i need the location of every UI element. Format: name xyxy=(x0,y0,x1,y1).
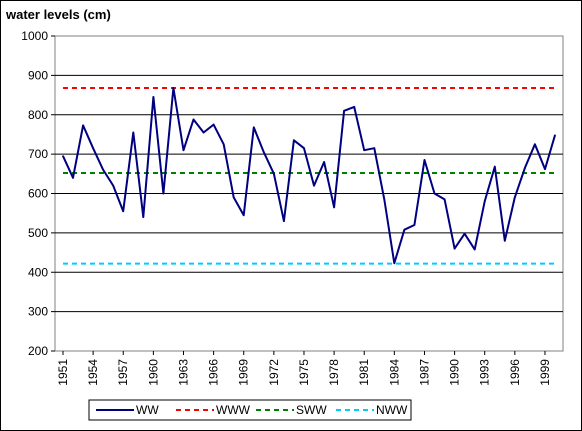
series-line-ww xyxy=(62,87,556,265)
data-point xyxy=(393,262,396,265)
y-tick-label-300: 300 xyxy=(28,305,48,319)
data-point xyxy=(273,173,275,175)
data-point xyxy=(363,149,366,151)
data-point xyxy=(554,134,556,136)
x-tick-label-1978: 1978 xyxy=(327,359,341,386)
data-point xyxy=(253,126,255,129)
x-tick-label-1960: 1960 xyxy=(146,359,160,386)
data-point xyxy=(162,192,165,195)
data-point xyxy=(152,96,155,98)
data-point xyxy=(373,147,376,149)
y-tick-label-700: 700 xyxy=(28,147,48,161)
data-point xyxy=(242,214,245,216)
data-point xyxy=(313,184,315,187)
y-tick-label-900: 900 xyxy=(28,68,48,82)
data-point xyxy=(483,200,486,203)
y-tick-label-800: 800 xyxy=(28,108,48,122)
data-point xyxy=(504,240,506,242)
x-tick-label-1969: 1969 xyxy=(237,359,251,386)
legend-box xyxy=(88,399,412,421)
data-point xyxy=(413,224,416,226)
data-point xyxy=(463,232,466,235)
data-point xyxy=(544,168,546,170)
data-point xyxy=(524,167,526,169)
data-point xyxy=(192,118,195,121)
x-tick-label-1957: 1957 xyxy=(116,359,130,386)
data-point xyxy=(323,161,325,163)
x-tick-label-1966: 1966 xyxy=(207,359,221,386)
y-tick-label-400: 400 xyxy=(28,265,48,279)
legend-label-nww: NWW xyxy=(376,403,408,417)
x-tick-label-1963: 1963 xyxy=(176,359,190,386)
data-point xyxy=(333,206,335,209)
x-tick-label-1972: 1972 xyxy=(267,359,281,386)
data-point xyxy=(433,192,436,195)
x-tick-label-1954: 1954 xyxy=(86,359,100,386)
reference-lines xyxy=(63,86,555,265)
data-point xyxy=(494,165,496,168)
y-tick-label-200: 200 xyxy=(28,344,48,358)
x-tick-labels: 1951 1954 1957 1960 1963 1966 1969 1972 1975 1978… xyxy=(56,351,552,386)
data-point xyxy=(283,220,285,222)
legend-label-sww: SWW xyxy=(296,403,327,417)
data-point xyxy=(212,123,215,126)
legend-label-www: WWW xyxy=(216,403,251,417)
data-point xyxy=(514,196,516,199)
data-point xyxy=(132,131,135,134)
x-tick-label-1993: 1993 xyxy=(478,359,492,386)
data-point xyxy=(383,198,386,201)
data-point xyxy=(303,147,305,149)
data-series xyxy=(62,87,556,265)
legend: WW WWW SWW NWW xyxy=(96,403,408,417)
data-point xyxy=(82,124,84,127)
data-point xyxy=(263,151,265,153)
y-tick-label-500: 500 xyxy=(28,226,48,240)
data-point xyxy=(202,131,205,134)
data-point xyxy=(232,196,235,199)
x-tick-label-1981: 1981 xyxy=(357,359,371,386)
gridlines xyxy=(55,74,563,313)
y-tick-labels: 200 300 400 500 600 700 800 900 1000 xyxy=(21,29,55,358)
data-point xyxy=(443,198,446,201)
data-point xyxy=(222,143,225,146)
y-tick-label-1000: 1000 xyxy=(21,29,48,43)
y-tick-label-600: 600 xyxy=(28,187,48,201)
data-point xyxy=(403,228,406,231)
data-point xyxy=(122,210,124,212)
data-point xyxy=(182,149,185,151)
y-axis-title: water levels (cm) xyxy=(5,7,111,22)
x-tick-label-1975: 1975 xyxy=(297,359,311,386)
x-tick-label-1996: 1996 xyxy=(508,359,522,386)
legend-label-ww: WW xyxy=(136,403,159,417)
data-point xyxy=(62,155,64,157)
x-tick-label-1951: 1951 xyxy=(56,359,70,386)
data-point xyxy=(534,143,536,146)
x-tick-label-1987: 1987 xyxy=(417,359,431,386)
data-point xyxy=(423,159,426,161)
data-point xyxy=(72,177,74,179)
data-point xyxy=(453,247,456,250)
x-tick-label-1984: 1984 xyxy=(387,359,401,386)
data-point xyxy=(473,248,476,251)
data-point xyxy=(142,216,145,218)
x-tick-label-1990: 1990 xyxy=(448,359,462,386)
data-point xyxy=(102,169,104,171)
data-point xyxy=(112,184,114,187)
x-tick-label-1999: 1999 xyxy=(538,359,552,386)
data-point xyxy=(92,147,94,149)
data-point xyxy=(353,106,356,108)
data-point xyxy=(172,87,175,89)
data-point xyxy=(343,110,345,112)
data-point xyxy=(293,139,295,142)
